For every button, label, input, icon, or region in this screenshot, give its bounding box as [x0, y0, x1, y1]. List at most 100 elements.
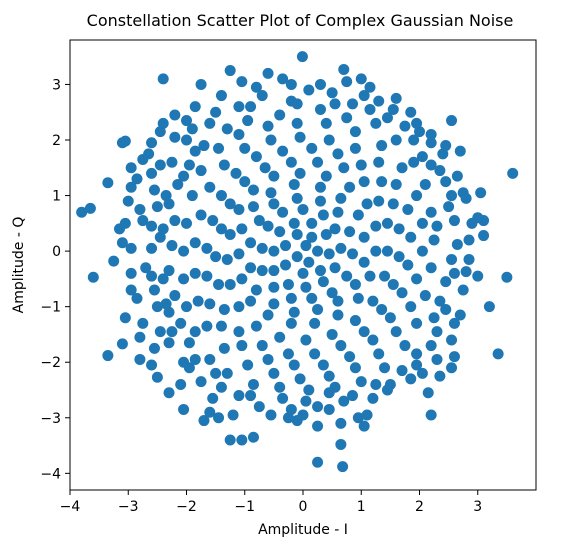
scatter-point: [186, 190, 198, 202]
scatter-point: [181, 115, 192, 127]
scatter-point: [416, 151, 428, 163]
scatter-point: [157, 273, 169, 285]
scatter-point: [332, 295, 344, 307]
scatter-point: [355, 159, 367, 171]
scatter-point: [352, 412, 364, 424]
scatter-point: [460, 266, 472, 278]
x-tick-label: 2: [415, 499, 424, 515]
scatter-point: [384, 312, 396, 324]
scatter-point: [233, 128, 245, 140]
scatter-point: [297, 267, 309, 279]
scatter-point: [475, 187, 487, 199]
scatter-point: [84, 202, 96, 214]
scatter-point: [218, 303, 230, 315]
scatter-point: [411, 317, 423, 329]
scatter-point: [268, 198, 280, 210]
scatter-point: [341, 112, 353, 124]
scatter-point: [218, 159, 230, 171]
scatter-point: [448, 351, 460, 363]
scatter-point: [224, 228, 236, 240]
scatter-point: [134, 331, 146, 343]
scatter-point: [446, 115, 458, 127]
scatter-point: [309, 348, 321, 360]
scatter-point: [280, 259, 292, 271]
scatter-point: [195, 376, 207, 388]
x-tick-label: 0: [299, 499, 308, 515]
scatter-point: [390, 178, 402, 190]
scatter-point: [218, 342, 230, 354]
scatter-point: [277, 73, 289, 85]
scatter-point: [247, 378, 259, 390]
scatter-point: [172, 178, 184, 190]
scatter-point: [224, 278, 236, 290]
scatter-point: [183, 362, 195, 374]
scatter-point: [408, 134, 420, 146]
scatter-point: [163, 306, 175, 318]
scatter-point: [306, 142, 318, 154]
scatter-point: [405, 106, 417, 118]
scatter-point: [224, 65, 236, 77]
scatter-point: [268, 367, 280, 379]
scatter-point: [119, 217, 131, 229]
scatter-point: [146, 167, 158, 179]
scatter-point: [335, 242, 347, 254]
scatter-point: [236, 223, 248, 235]
scatter-point: [419, 290, 431, 302]
scatter-point: [274, 331, 286, 343]
scatter-point: [347, 390, 359, 402]
scatter-point: [367, 392, 379, 404]
scatter-point: [282, 278, 294, 290]
scatter-point: [349, 142, 361, 154]
scatter-point: [230, 167, 242, 179]
scatter-point: [294, 131, 306, 143]
scatter-point: [376, 140, 388, 152]
scatter-point: [370, 378, 382, 390]
scatter-point: [320, 170, 332, 182]
scatter-point: [224, 434, 236, 446]
scatter-point: [151, 201, 163, 213]
scatter-point: [204, 353, 216, 365]
scatter-point: [478, 230, 490, 242]
scatter-point: [454, 309, 466, 321]
scatter-point: [358, 256, 370, 268]
scatter-point: [373, 195, 385, 207]
scatter-point: [349, 278, 361, 290]
scatter-point: [221, 367, 233, 379]
scatter-point: [434, 295, 446, 307]
scatter-point: [306, 292, 318, 304]
scatter-point: [253, 215, 265, 227]
scatter-point: [314, 195, 326, 207]
scatter-point: [163, 198, 175, 210]
scatter-point: [265, 134, 277, 146]
scatter-point: [169, 131, 181, 143]
scatter-point: [125, 242, 137, 254]
scatter-point: [151, 301, 163, 313]
scatter-point: [294, 373, 306, 385]
scatter-point: [157, 223, 169, 235]
scatter-point: [349, 315, 361, 327]
scatter-point: [221, 123, 233, 135]
scatter-point: [387, 198, 399, 210]
y-tick-label: −3: [40, 411, 61, 427]
scatter-point: [373, 95, 385, 107]
scatter-point: [358, 420, 370, 432]
scatter-point: [300, 240, 312, 252]
scatter-point: [338, 63, 350, 75]
scatter-point: [297, 203, 309, 215]
scatter-point: [291, 117, 303, 129]
scatter-point: [451, 170, 463, 182]
scatter-point: [364, 103, 376, 115]
scatter-point: [303, 84, 315, 96]
scatter-point: [195, 78, 207, 90]
scatter-point: [245, 237, 257, 249]
scatter-point: [253, 401, 265, 413]
scatter-point: [387, 103, 399, 115]
scatter-point: [425, 128, 437, 140]
scatter-point: [250, 284, 262, 296]
scatter-point: [268, 245, 280, 257]
scatter-point: [355, 73, 367, 85]
scatter-point: [215, 381, 227, 393]
scatter-point: [236, 340, 248, 352]
scatter-point: [507, 167, 519, 179]
scatter-point: [300, 334, 312, 346]
